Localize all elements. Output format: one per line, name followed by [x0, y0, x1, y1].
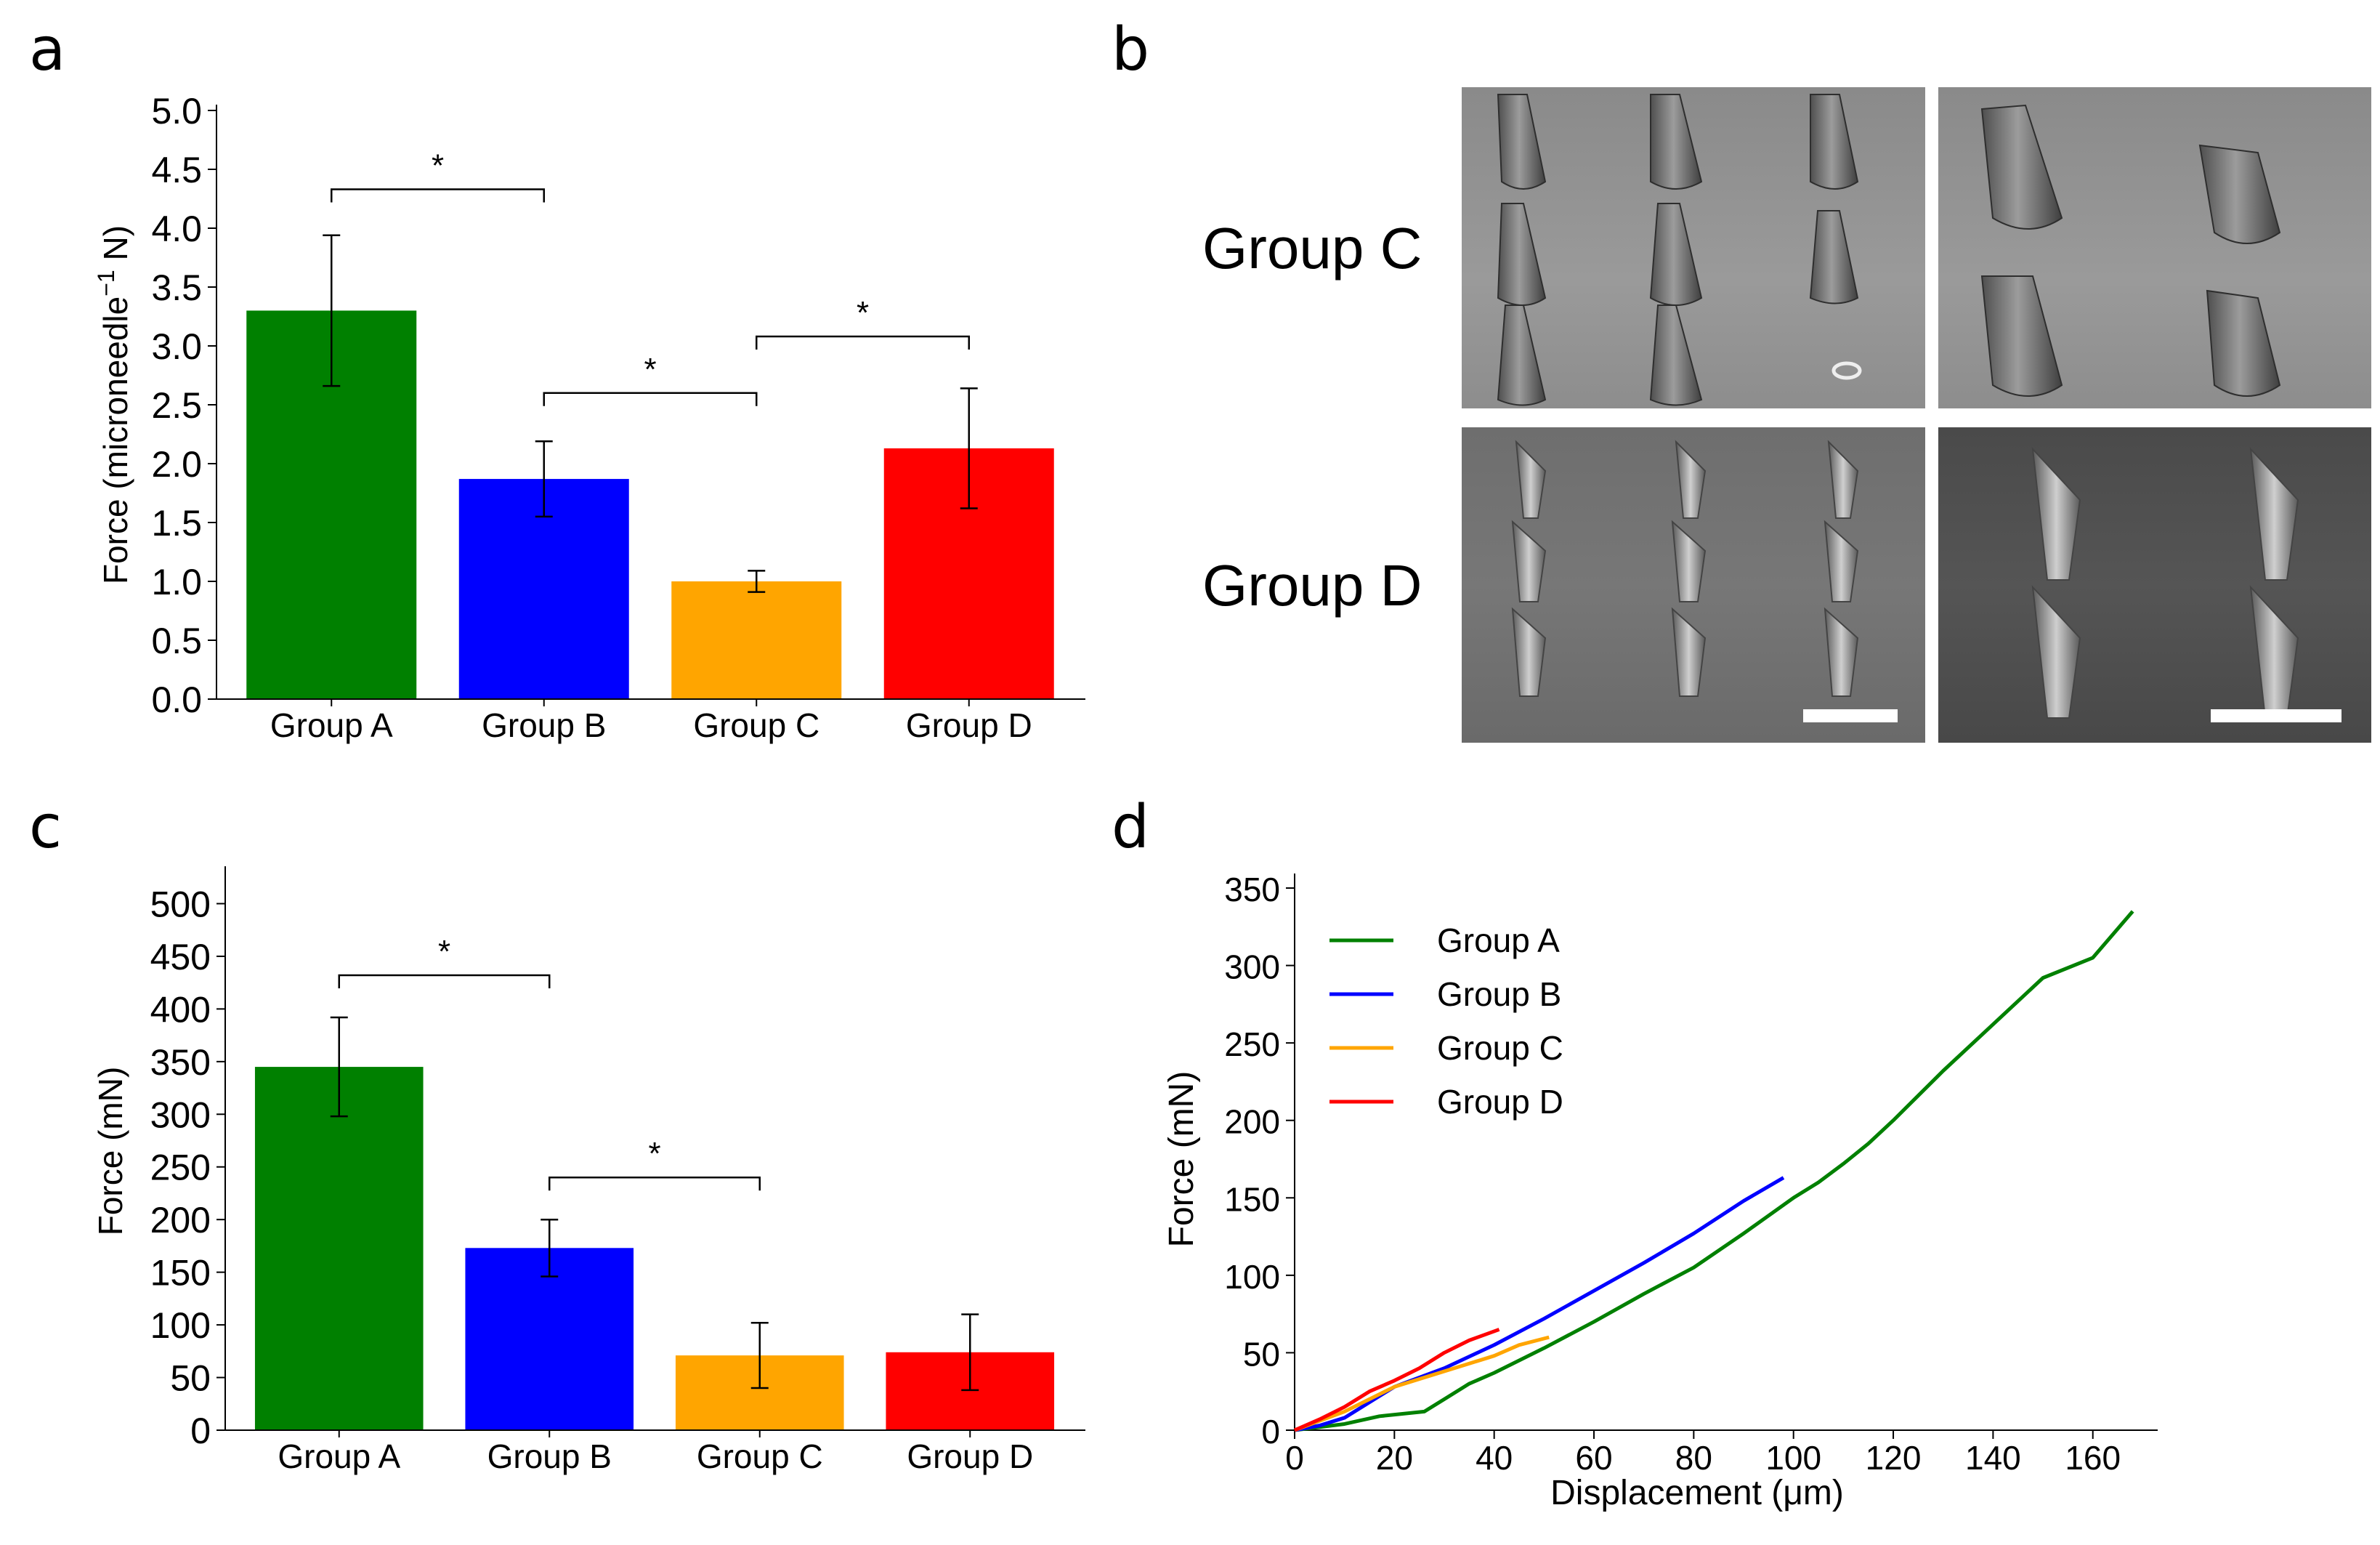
x-tick-label: 0	[1285, 1439, 1304, 1477]
x-tick-label: Group A	[270, 706, 393, 744]
scale-bar	[1803, 709, 1898, 722]
x-tick-label: 100	[1765, 1439, 1821, 1477]
panel-letter-c: c	[29, 793, 62, 862]
significance-star: *	[857, 295, 869, 331]
y-tick-label: 0.5	[151, 621, 202, 661]
y-tick-label: 1.5	[151, 503, 202, 544]
y-tick-label: 1.0	[151, 562, 202, 602]
cone-microneedle-icon	[1980, 104, 2281, 397]
y-tick-label: 4.5	[151, 150, 202, 190]
x-tick-label: 40	[1476, 1439, 1513, 1477]
y-tick-label: 100	[150, 1305, 211, 1346]
y-tick-label: 500	[150, 884, 211, 924]
x-tick-label: 20	[1376, 1439, 1413, 1477]
y-tick-label: 250	[150, 1147, 211, 1188]
sem-image-group-c-closeup	[1938, 87, 2371, 408]
series-line-group-c	[1294, 1335, 1550, 1432]
series-line-group-d	[1294, 1328, 1500, 1432]
y-tick-label: 2.0	[151, 444, 202, 485]
y-tick-label: 3.0	[151, 326, 202, 367]
panel-letter-b: b	[1112, 15, 1150, 84]
y-tick-label: 350	[1224, 871, 1280, 908]
significance-bracket	[543, 392, 758, 406]
series-line-group-a	[1294, 910, 2134, 1432]
significance-bracket	[756, 335, 970, 350]
cone-microneedle-icon	[1497, 94, 1862, 406]
significance-star: *	[432, 148, 444, 184]
bar-chart-a: 0.0 0.5 1.0 1.5 2.0 2.5 3.0 3.5 4.0 4.5 5.0 Group A…	[93, 91, 1085, 744]
x-tick-label: Group C	[697, 1437, 823, 1475]
scale-bar	[2211, 709, 2341, 722]
legend-label: Group D	[1437, 1083, 1563, 1121]
y-tick-label: 300	[150, 1094, 211, 1135]
significance-bracket	[338, 974, 551, 989]
legend-label: Group A	[1437, 921, 1560, 959]
x-tick-label: 140	[1965, 1439, 2021, 1477]
x-tick-label: 80	[1675, 1439, 1712, 1477]
y-tick-label: 50	[170, 1358, 211, 1399]
legend-label: Group B	[1437, 975, 1561, 1013]
significance-bracket	[549, 1176, 761, 1191]
x-tick-label: 120	[1866, 1439, 1922, 1477]
y-axis-label: Force (mN)	[92, 1067, 129, 1236]
x-tick-label: Group B	[487, 1437, 612, 1475]
y-axis-label: Force (mN)	[1162, 1071, 1201, 1248]
significance-bracket	[331, 188, 545, 203]
x-tick-label: Group A	[278, 1437, 400, 1475]
y-tick-label: 150	[1224, 1180, 1280, 1218]
x-tick-label: 60	[1575, 1439, 1612, 1477]
y-tick-label: 200	[150, 1200, 211, 1241]
x-axis-label: Displacement (μm)	[1550, 1474, 1844, 1512]
sem-image-group-c-overview	[1462, 87, 1925, 408]
panel-letter-a: a	[29, 15, 66, 84]
y-axis-label-tail: N)	[97, 225, 134, 270]
pill-microneedle-icon	[1511, 440, 1898, 722]
y-tick-label: 4.0	[151, 209, 202, 249]
significance-star: *	[438, 934, 450, 969]
sem-row-label-group-d: Group D	[1202, 553, 1422, 618]
y-tick-label: 300	[1224, 948, 1280, 986]
y-tick-label: 400	[150, 989, 211, 1030]
y-axis-label: Force (microneedle−1 N)	[93, 225, 134, 584]
y-tick-label: 150	[150, 1253, 211, 1294]
y-tick-label: 3.5	[151, 267, 202, 308]
y-tick-label: 450	[150, 937, 211, 977]
bar-group-b	[465, 1248, 634, 1430]
y-tick-label: 250	[1224, 1025, 1280, 1063]
series-line-group-b	[1294, 1176, 1785, 1432]
sem-image-group-d-overview	[1462, 427, 1925, 743]
y-tick-label: 2.5	[151, 385, 202, 426]
y-tick-label: 200	[1224, 1103, 1280, 1141]
x-tick-label: 160	[2065, 1439, 2121, 1477]
bar-group-a	[254, 1067, 424, 1430]
y-tick-label: 5.0	[151, 91, 202, 132]
bar-group-c	[671, 581, 842, 699]
legend-label: Group C	[1437, 1029, 1563, 1067]
sem-image-group-d-closeup	[1938, 427, 2371, 743]
x-tick-label: Group B	[482, 706, 606, 744]
bar-chart-c: 0 50 100 150 200 250 300 350 400 450 500 Group A Gro…	[92, 866, 1085, 1475]
sem-row-label-group-c: Group C	[1202, 216, 1422, 281]
panel-letter-d: d	[1112, 793, 1150, 862]
y-tick-label: 0.0	[151, 679, 202, 720]
significance-star: *	[648, 1136, 660, 1171]
pill-microneedle-icon	[2031, 447, 2341, 722]
y-axis-label-superscript: −1	[93, 270, 119, 296]
line-chart-d: 0 50 100 150 200 250 300 350 0 20 40 60 80 100 120 140 1…	[1162, 871, 2158, 1512]
x-tick-label: Group C	[693, 706, 819, 744]
y-tick-label: 50	[1243, 1335, 1280, 1373]
y-tick-label: 350	[150, 1042, 211, 1083]
x-tick-label: Group D	[906, 706, 1032, 744]
y-tick-label: 0	[190, 1411, 211, 1451]
x-tick-label: Group D	[907, 1437, 1033, 1475]
y-tick-label: 0	[1261, 1413, 1280, 1451]
y-tick-label: 100	[1224, 1258, 1280, 1296]
significance-star: *	[644, 352, 656, 387]
